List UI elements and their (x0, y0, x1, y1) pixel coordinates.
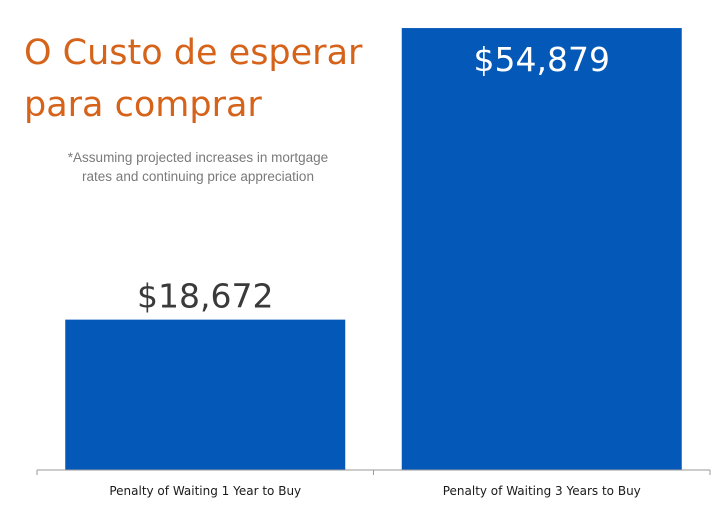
x-axis-ticks (36, 470, 711, 475)
bar-value-label-1: $18,672 (137, 277, 273, 316)
bar-2 (401, 28, 682, 470)
bar-1 (65, 319, 346, 470)
category-label-2: Penalty of Waiting 3 Years to Buy (443, 484, 641, 498)
bar-value-label-2: $54,879 (474, 40, 610, 79)
chart-subtitle-line-2: rates and continuing price appreciation (82, 169, 314, 184)
bars-layer (65, 28, 682, 470)
labels-layer: $18,672 Penalty of Waiting 1 Year to Buy $… (109, 40, 640, 498)
chart-title-line-1: O Custo de esperar (24, 33, 363, 73)
category-label-1: Penalty of Waiting 1 Year to Buy (109, 484, 301, 498)
chart-title-line-2: para comprar (24, 85, 262, 125)
chart-subtitle-line-1: *Assuming projected increases in mortgag… (68, 150, 328, 165)
